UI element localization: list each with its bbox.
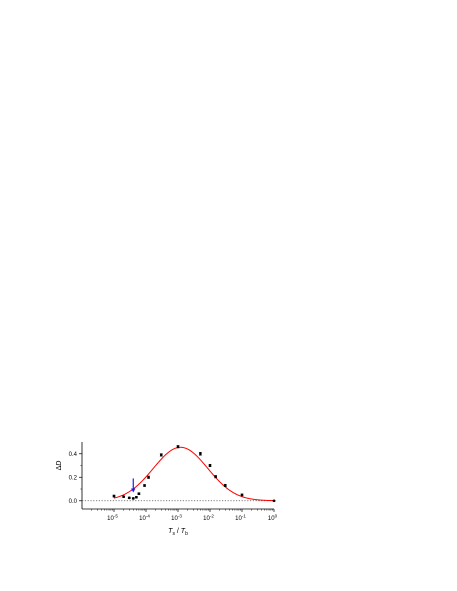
data-point [127,496,131,500]
point-marker [122,495,125,498]
y-ticks: 0.0 0.2 0.4 [69,452,82,505]
x-tick-label: 10-5 [107,514,118,523]
point-marker [135,495,138,499]
data-point [112,494,116,498]
data-point [134,495,138,499]
point-marker [208,464,212,467]
y-tick-label: 0.0 [69,499,78,505]
x-tick-label: 10-1 [235,514,246,523]
point-marker [143,484,146,487]
data-point [176,445,180,449]
y-tick-label: 0.4 [69,452,78,458]
data-point [137,492,141,496]
annotation-arrow [131,478,136,493]
arrow-head [131,488,136,493]
point-marker [131,497,135,500]
x-ticks: 10-5 10-4 10-3 10-2 10-1 100 [91,509,278,523]
point-marker [272,499,276,503]
point-marker [112,494,116,498]
x-axis-title: Ts / Tb [168,528,188,537]
point-marker [176,445,180,449]
data-point [122,495,126,498]
fit-curve [113,446,275,502]
y-axis-title: ΔD [56,461,63,471]
data-point [159,453,163,457]
data-point [131,497,135,500]
point-marker [240,493,244,497]
data-point [223,483,227,488]
point-marker [223,484,227,487]
point-marker [199,452,202,456]
point-marker [127,496,131,500]
data-point [240,493,244,497]
data-point [272,499,276,503]
data-point [147,475,150,479]
point-marker [147,475,150,479]
point-marker [137,492,141,496]
x-tick-label: 100 [268,514,278,523]
data-point [143,484,146,487]
y-tick-label: 0.2 [69,475,78,481]
point-marker [159,453,163,457]
data-point [198,451,202,456]
data-points [112,445,276,503]
data-point [214,475,218,479]
x-tick-label: 10-4 [139,514,150,523]
x-tick-label: 10-3 [171,514,182,523]
point-marker [214,475,217,478]
x-tick-label: 10-2 [203,514,214,523]
data-point [208,463,212,468]
